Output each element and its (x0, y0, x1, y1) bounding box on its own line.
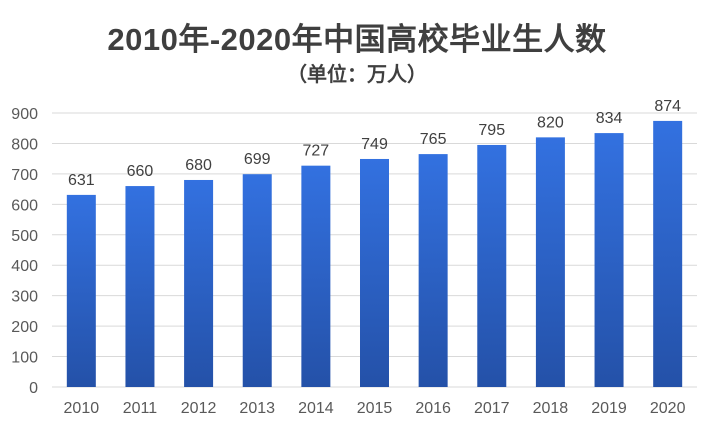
data-label: 727 (303, 143, 330, 160)
bar (301, 165, 331, 387)
bar (125, 186, 155, 387)
x-tick-label: 2019 (591, 400, 627, 417)
y-tick-label: 100 (11, 350, 38, 367)
chart-subtitle: （单位：万人） (287, 64, 427, 86)
bar (477, 144, 507, 387)
data-label: 820 (537, 114, 564, 131)
y-tick-label: 700 (11, 167, 38, 184)
x-tick-label: 2014 (298, 400, 334, 417)
bar (418, 154, 448, 387)
y-axis: 0 100 200 300 400 500 600 700 800 900 (11, 106, 38, 397)
y-tick-label: 300 (11, 289, 38, 306)
bar (653, 120, 683, 387)
bars (66, 120, 683, 387)
data-label: 660 (127, 163, 154, 180)
bar (66, 194, 96, 387)
x-tick-label: 2015 (357, 400, 393, 417)
bar (535, 137, 565, 387)
y-tick-label: 600 (11, 197, 38, 214)
data-label: 795 (478, 122, 505, 139)
data-label: 699 (244, 151, 271, 168)
y-tick-label: 800 (11, 136, 38, 153)
x-tick-label: 2017 (474, 400, 510, 417)
chart-title: 2010年-2020年中国高校毕业生人数 (107, 22, 607, 57)
y-tick-label: 500 (11, 228, 38, 245)
y-tick-label: 400 (11, 258, 38, 275)
y-tick-label: 0 (29, 380, 38, 397)
y-tick-label: 900 (11, 106, 38, 123)
data-label: 749 (361, 136, 388, 153)
bar (242, 174, 272, 387)
data-labels: 631 660 680 699 727 749 765 795 820 834 874 (68, 98, 681, 189)
bar (184, 179, 214, 387)
x-axis: 2010 2011 2012 2013 2014 2015 2016 2017 2018 2019… (64, 400, 686, 417)
data-label: 680 (185, 157, 212, 174)
x-tick-label: 2013 (239, 400, 275, 417)
x-tick-label: 2020 (650, 400, 686, 417)
bar (360, 158, 389, 387)
x-tick-label: 2018 (533, 400, 569, 417)
y-tick-label: 200 (11, 319, 38, 336)
data-label: 874 (654, 98, 681, 115)
x-tick-label: 2016 (415, 400, 451, 417)
x-tick-label: 2010 (64, 400, 100, 417)
x-tick-label: 2012 (181, 400, 217, 417)
data-label: 765 (420, 131, 447, 148)
data-label: 834 (596, 110, 623, 127)
data-label: 631 (68, 172, 95, 189)
x-tick-label: 2011 (123, 400, 158, 417)
bar (594, 133, 624, 387)
